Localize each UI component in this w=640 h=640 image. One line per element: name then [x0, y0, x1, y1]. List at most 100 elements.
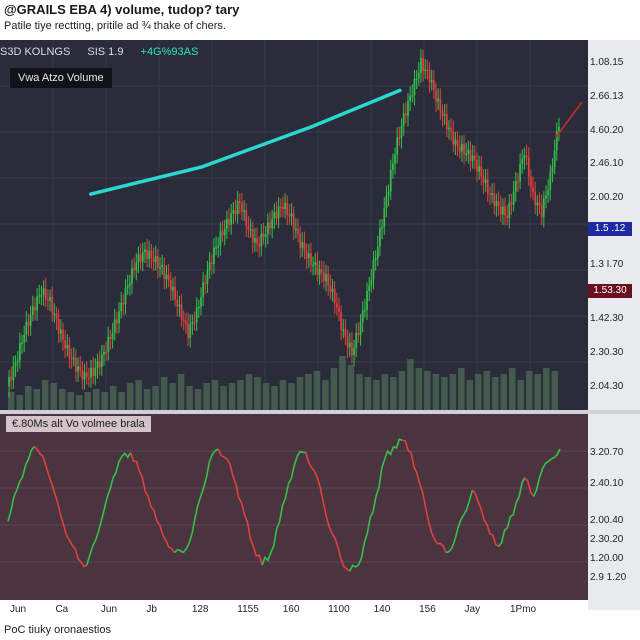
- candle-body: [243, 210, 245, 213]
- candle-body: [407, 101, 409, 116]
- candle-body: [325, 274, 327, 282]
- volume-bar: [126, 383, 134, 410]
- candle-body: [519, 164, 521, 182]
- candle-body: [484, 179, 487, 184]
- candle-body: [471, 155, 474, 162]
- volume-bar: [517, 380, 525, 410]
- candle-body: [501, 206, 504, 215]
- candle-body: [430, 80, 433, 83]
- candle-body: [228, 219, 230, 225]
- candle-body: [182, 319, 185, 322]
- volume-bar: [143, 389, 151, 410]
- volume-bar: [58, 389, 66, 410]
- candle-body: [144, 249, 146, 253]
- candle-body: [381, 226, 383, 229]
- volume-bar: [50, 383, 57, 410]
- price-tick-label: 2.04.30: [590, 380, 624, 392]
- oscillator-segment: [357, 533, 368, 566]
- candle-body: [51, 296, 54, 314]
- candle-body: [424, 69, 427, 72]
- candle-body: [348, 342, 351, 348]
- candle-body: [111, 332, 114, 340]
- candle-body: [473, 155, 476, 160]
- candle-body: [10, 376, 13, 381]
- volume-bar: [8, 392, 15, 410]
- candle-body: [225, 219, 228, 229]
- candle-body: [448, 127, 450, 130]
- candle-body: [18, 343, 21, 361]
- time-tick-label: 160: [282, 604, 300, 615]
- volume-bar: [33, 389, 40, 410]
- chart-header: @GRAILS EBA 4) volume, tudop? tary Patil…: [0, 0, 640, 40]
- chart-subtitle: Patile tiye rectting, pritile ad ¾ thake…: [4, 20, 226, 32]
- candle-body: [133, 268, 136, 271]
- volume-bar: [92, 389, 100, 410]
- candle-body: [508, 202, 511, 219]
- candle-body: [55, 313, 58, 320]
- candle-body: [49, 296, 51, 301]
- pane-divider[interactable]: [0, 410, 640, 414]
- oscillator-segment: [462, 489, 474, 516]
- candle-body: [450, 127, 452, 132]
- volume-bar: [279, 380, 287, 410]
- oscillator-segment: [515, 477, 526, 503]
- oscillator-tick-label: 3.20.70: [590, 446, 624, 458]
- candle-body: [204, 282, 207, 284]
- candle-body: [116, 319, 118, 324]
- volume-bar: [220, 386, 227, 410]
- volume-bar: [526, 371, 533, 410]
- volume-bar: [483, 371, 491, 410]
- candle-body: [288, 214, 291, 217]
- ticker-change: +4G%93AS: [140, 46, 199, 58]
- main-legend[interactable]: Vwa Atzo Volume: [10, 68, 112, 88]
- candle-body: [191, 321, 194, 325]
- candle-body: [139, 254, 142, 262]
- candle-body: [361, 310, 364, 323]
- chart-title: @GRAILS EBA 4) volume, tudop? tary: [4, 2, 240, 17]
- time-tick-label: 140: [373, 604, 391, 615]
- oscillator-pane[interactable]: [0, 414, 588, 600]
- arrow-marker: [555, 101, 583, 138]
- trend-line: [89, 88, 402, 196]
- volume-bar: [432, 374, 440, 410]
- candle-body: [359, 322, 362, 336]
- price-tick-label: 4.60.20: [590, 124, 624, 136]
- candle-body: [100, 354, 103, 368]
- candle-body: [514, 181, 517, 192]
- candle-body: [16, 360, 19, 363]
- oscillator-segment: [410, 452, 421, 485]
- candle-body: [316, 262, 319, 275]
- candle-body: [72, 357, 75, 360]
- price-tick-label: 2.66.13: [590, 91, 624, 103]
- sub-legend[interactable]: €.80Ms alt Vo volmee brala: [6, 416, 151, 432]
- volume-bar: [313, 371, 321, 410]
- candle-body: [357, 332, 360, 336]
- oscillator-segment: [68, 539, 79, 560]
- candle-body: [486, 179, 489, 194]
- candle-body: [236, 200, 239, 214]
- candle-body: [379, 228, 381, 247]
- volume-bar: [356, 374, 363, 410]
- candle-body: [159, 267, 161, 269]
- oscillator-segment: [541, 458, 552, 470]
- oscillator-segment: [331, 533, 342, 559]
- volume-bar: [415, 368, 423, 410]
- oscillator-segment: [24, 445, 35, 466]
- candle-body: [141, 252, 144, 262]
- oscillator-segment: [270, 521, 281, 553]
- oscillator-segment: [156, 520, 167, 541]
- candle-body: [128, 283, 131, 286]
- oscillator-tick-label: 2.00.40: [590, 515, 624, 527]
- volume-bar: [322, 380, 329, 410]
- candle-body: [482, 176, 485, 184]
- volume-bar: [509, 368, 516, 410]
- volume-bar: [330, 368, 338, 410]
- candle-body: [150, 250, 153, 258]
- candle-body: [131, 268, 133, 284]
- candle-body: [435, 89, 437, 102]
- volume-bar: [398, 371, 406, 410]
- oscillator-segment: [138, 471, 149, 497]
- oscillator-segment: [489, 533, 500, 548]
- candle-body: [59, 329, 62, 334]
- oscillator-segment: [243, 514, 255, 547]
